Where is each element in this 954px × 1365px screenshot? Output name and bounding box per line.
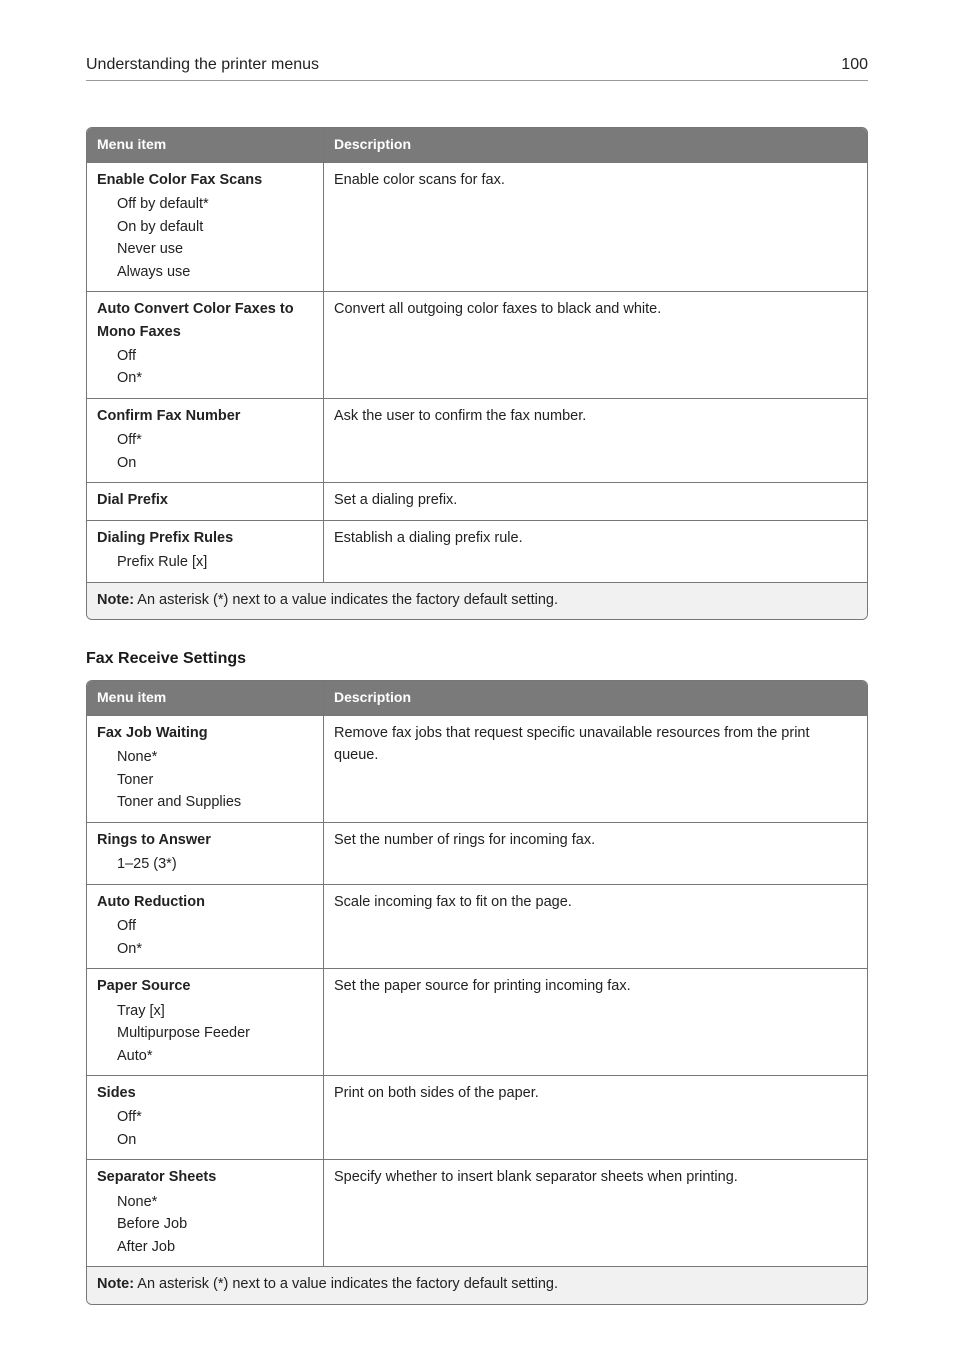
description-cell: Set a dialing prefix. xyxy=(323,482,867,519)
description-cell: Scale incoming fax to fit on the page. xyxy=(323,884,867,968)
menu-item-title: Confirm Fax Number xyxy=(97,405,313,427)
menu-item-option: None* xyxy=(117,1191,313,1213)
content-area: Menu itemDescriptionEnable Color Fax Sca… xyxy=(86,127,868,1305)
menu-item-options: Off*On xyxy=(97,429,313,474)
menu-item-options: 1–25 (3*) xyxy=(97,853,313,875)
menu-item-cell: Rings to Answer1–25 (3*) xyxy=(87,822,323,884)
running-header: Understanding the printer menus 100 xyxy=(86,56,868,81)
menu-item-options: Tray [x]Multipurpose FeederAuto* xyxy=(97,1000,313,1067)
menu-item-options: None*TonerToner and Supplies xyxy=(97,746,313,813)
menu-item-cell: Dialing Prefix RulesPrefix Rule [x] xyxy=(87,520,323,582)
menu-item-options: OffOn* xyxy=(97,915,313,960)
description-cell: Set the paper source for printing incomi… xyxy=(323,968,867,1075)
table-note-cell: Note: An asterisk (*) next to a value in… xyxy=(87,1266,867,1303)
menu-item-options: Off*On xyxy=(97,1106,313,1151)
menu-item-title: Dial Prefix xyxy=(97,489,313,511)
menu-item-cell: SidesOff*On xyxy=(87,1075,323,1159)
menu-item-option: Toner and Supplies xyxy=(117,791,313,813)
menu-item-option: Off by default* xyxy=(117,193,313,215)
description-cell: Enable color scans for fax. xyxy=(323,163,867,291)
menu-item-option: On by default xyxy=(117,216,313,238)
menu-item-cell: Enable Color Fax ScansOff by default*On … xyxy=(87,163,323,291)
description-cell: Convert all outgoing color faxes to blac… xyxy=(323,291,867,398)
table-note-row: Note: An asterisk (*) next to a value in… xyxy=(87,582,867,619)
column-header: Description xyxy=(323,128,867,163)
menu-item-option: None* xyxy=(117,746,313,768)
table-row: Enable Color Fax ScansOff by default*On … xyxy=(87,163,867,291)
note-label: Note: xyxy=(97,592,134,608)
menu-item-title: Fax Job Waiting xyxy=(97,722,313,744)
menu-item-title: Dialing Prefix Rules xyxy=(97,527,313,549)
menu-item-cell: Confirm Fax NumberOff*On xyxy=(87,398,323,482)
menu-item-options: None*Before JobAfter Job xyxy=(97,1191,313,1258)
column-header: Description xyxy=(323,681,867,716)
menu-item-option: Off xyxy=(117,345,313,367)
menu-item-title: Separator Sheets xyxy=(97,1166,313,1188)
menu-item-option: Always use xyxy=(117,261,313,283)
menu-item-option: Never use xyxy=(117,238,313,260)
page: Understanding the printer menus 100 Menu… xyxy=(0,0,954,1365)
menu-item-title: Paper Source xyxy=(97,975,313,997)
menu-item-cell: Separator Sheets None*Before JobAfter Job xyxy=(87,1159,323,1266)
menu-item-cell: Auto Convert Color Faxes to Mono FaxesOf… xyxy=(87,291,323,398)
menu-item-option: Off* xyxy=(117,429,313,451)
table-row: Paper Source Tray [x]Multipurpose FeederA… xyxy=(87,968,867,1075)
menu-table: Menu itemDescriptionEnable Color Fax Sca… xyxy=(86,127,868,620)
table-note-row: Note: An asterisk (*) next to a value in… xyxy=(87,1266,867,1303)
description-cell: Remove fax jobs that request specific un… xyxy=(323,716,867,822)
menu-item-option: Before Job xyxy=(117,1213,313,1235)
menu-item-title: Auto Reduction xyxy=(97,891,313,913)
menu-item-options: Off by default*On by defaultNever useAlw… xyxy=(97,193,313,283)
section-heading: Fax Receive Settings xyxy=(86,650,868,668)
menu-item-option: Auto* xyxy=(117,1045,313,1067)
menu-item-option: On xyxy=(117,1129,313,1151)
description-cell: Establish a dialing prefix rule. xyxy=(323,520,867,582)
menu-item-options: OffOn* xyxy=(97,345,313,390)
menu-item-option: On xyxy=(117,452,313,474)
menu-item-title: Sides xyxy=(97,1082,313,1104)
menu-item-title: Rings to Answer xyxy=(97,829,313,851)
menu-item-option: Off* xyxy=(117,1106,313,1128)
column-header: Menu item xyxy=(87,681,323,716)
table-note-cell: Note: An asterisk (*) next to a value in… xyxy=(87,582,867,619)
page-number: 100 xyxy=(841,56,868,74)
table-row: Auto ReductionOffOn*Scale incoming fax t… xyxy=(87,884,867,968)
description-cell: Set the number of rings for incoming fax… xyxy=(323,822,867,884)
menu-table: Menu itemDescriptionFax Job WaitingNone*… xyxy=(86,680,868,1305)
menu-item-option: Off xyxy=(117,915,313,937)
table-row: Separator Sheets None*Before JobAfter Job… xyxy=(87,1159,867,1266)
table-row: SidesOff*OnPrint on both sides of the pa… xyxy=(87,1075,867,1159)
description-cell: Ask the user to confirm the fax number. xyxy=(323,398,867,482)
menu-item-option: On* xyxy=(117,367,313,389)
menu-item-option: 1–25 (3*) xyxy=(117,853,313,875)
menu-item-option: Tray [x] xyxy=(117,1000,313,1022)
table-row: Rings to Answer1–25 (3*)Set the number o… xyxy=(87,822,867,884)
table-row: Confirm Fax NumberOff*OnAsk the user to … xyxy=(87,398,867,482)
table-row: Auto Convert Color Faxes to Mono FaxesOf… xyxy=(87,291,867,398)
note-text: An asterisk (*) next to a value indicate… xyxy=(134,592,558,608)
menu-item-title: Enable Color Fax Scans xyxy=(97,169,313,191)
table-row: Fax Job WaitingNone*TonerToner and Suppl… xyxy=(87,716,867,822)
menu-item-options: Prefix Rule [x] xyxy=(97,551,313,573)
menu-item-option: Multipurpose Feeder xyxy=(117,1022,313,1044)
description-cell: Print on both sides of the paper. xyxy=(323,1075,867,1159)
menu-item-cell: Auto ReductionOffOn* xyxy=(87,884,323,968)
table-row: Dial Prefix Set a dialing prefix. xyxy=(87,482,867,519)
menu-item-option: Toner xyxy=(117,769,313,791)
column-header: Menu item xyxy=(87,128,323,163)
table-row: Dialing Prefix RulesPrefix Rule [x]Estab… xyxy=(87,520,867,582)
description-cell: Specify whether to insert blank separato… xyxy=(323,1159,867,1266)
menu-item-title: Auto Convert Color Faxes to Mono Faxes xyxy=(97,298,313,343)
menu-item-option: After Job xyxy=(117,1236,313,1258)
menu-item-option: Prefix Rule [x] xyxy=(117,551,313,573)
menu-item-cell: Fax Job WaitingNone*TonerToner and Suppl… xyxy=(87,716,323,822)
running-header-title: Understanding the printer menus xyxy=(86,56,319,74)
note-text: An asterisk (*) next to a value indicate… xyxy=(134,1276,558,1292)
menu-item-cell: Dial Prefix xyxy=(87,482,323,519)
menu-item-option: On* xyxy=(117,938,313,960)
note-label: Note: xyxy=(97,1276,134,1292)
menu-item-cell: Paper Source Tray [x]Multipurpose FeederA… xyxy=(87,968,323,1075)
